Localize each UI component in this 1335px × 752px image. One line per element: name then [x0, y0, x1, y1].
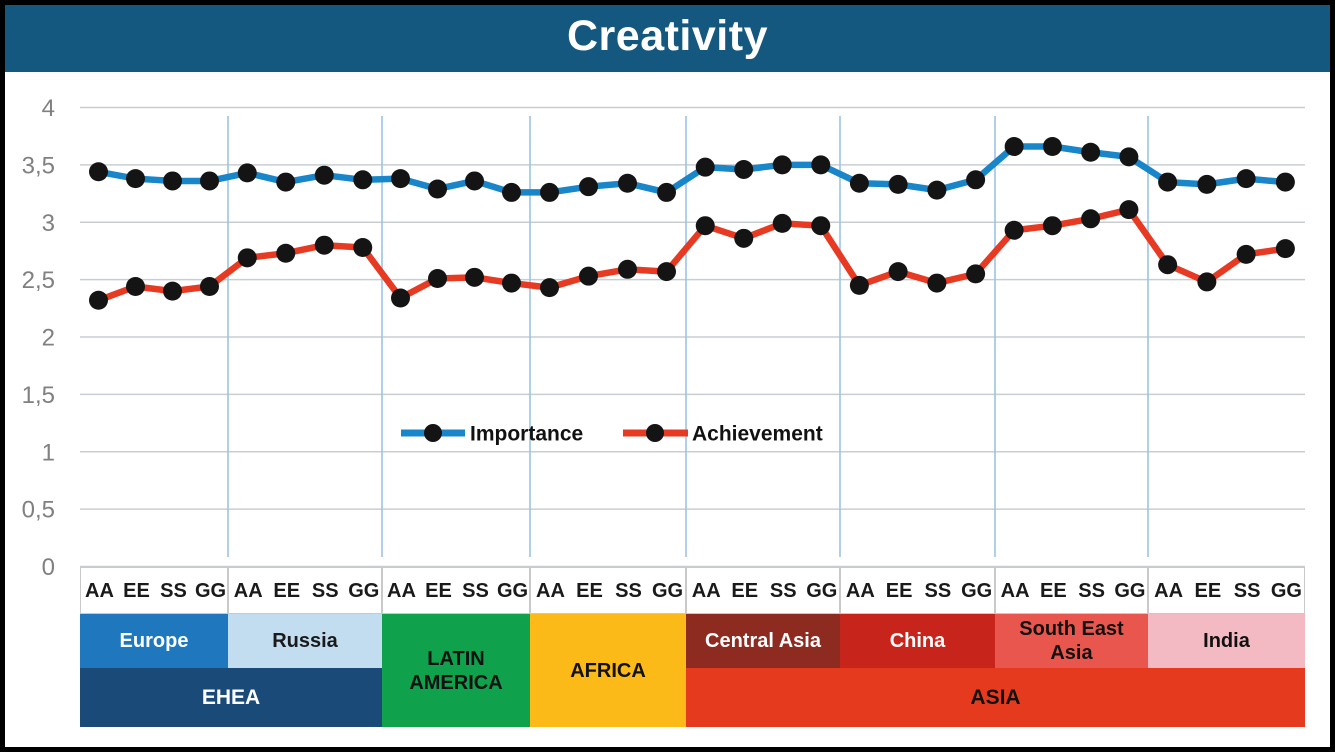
point-label-cell-china: AA EE SS GG [840, 567, 995, 614]
region-band-africa: AFRICA [530, 614, 686, 727]
point-label: AA [387, 580, 416, 602]
point-label: SS [769, 580, 797, 602]
region-band-latin-america: LATIN AMERICA [382, 614, 530, 727]
point-label: EE [1040, 580, 1067, 602]
point-label: GG [806, 580, 838, 602]
point-label: GG [1270, 580, 1302, 602]
point-label: AA [85, 580, 114, 602]
point-label-cell-latin-america: AA EE SS GG [382, 567, 530, 614]
point-label: SS [615, 580, 642, 602]
point-label: EE [1194, 580, 1222, 602]
region-band-central-asia: Central Asia [686, 614, 840, 668]
point-label-cell-india: AA EE SS GG [1148, 567, 1305, 614]
point-label-cell-south-east-asia: AA EE SS GG [995, 567, 1148, 614]
region-band-south-east-asia: South East Asia [995, 614, 1148, 668]
point-label: EE [885, 580, 913, 602]
point-label: AA [1154, 580, 1184, 602]
chart-title-bar: Creativity [0, 0, 1335, 72]
point-label: GG [651, 580, 684, 602]
point-label: AA [233, 580, 263, 602]
point-label: GG [348, 580, 380, 602]
point-label: EE [123, 580, 150, 602]
point-label: SS [924, 580, 952, 602]
parent-band-asia: ASIA [686, 668, 1305, 727]
region-band-china: China [840, 614, 995, 668]
point-label: AA [536, 580, 565, 602]
point-label-cell-africa: AA EE SS GG [530, 567, 686, 614]
point-label-cell-central-asia: AA EE SS GG [686, 567, 840, 614]
point-label: GG [961, 580, 993, 602]
point-label: AA [691, 580, 721, 602]
chart-title: Creativity [567, 11, 768, 60]
region-band-europe: Europe [80, 614, 228, 668]
point-label: EE [425, 580, 452, 602]
region-band-india: India [1148, 614, 1305, 668]
point-label: AA [845, 580, 875, 602]
point-label: EE [273, 580, 301, 602]
point-label: EE [576, 580, 603, 602]
point-label: SS [311, 580, 339, 602]
point-label-cell-russia: AA EE SS GG [228, 567, 382, 614]
point-label: EE [731, 580, 759, 602]
point-label: SS [462, 580, 489, 602]
parent-band-ehea: EHEA [80, 668, 382, 727]
point-label: AA [1000, 580, 1030, 602]
point-label: GG [1114, 580, 1146, 602]
point-label: GG [496, 580, 529, 602]
point-label-cell-europe: AA EE SS GG [80, 567, 228, 614]
point-label: SS [160, 580, 187, 602]
point-label: SS [1233, 580, 1261, 602]
region-band-russia: Russia [228, 614, 382, 668]
point-label: GG [194, 580, 227, 602]
point-label: SS [1078, 580, 1105, 602]
